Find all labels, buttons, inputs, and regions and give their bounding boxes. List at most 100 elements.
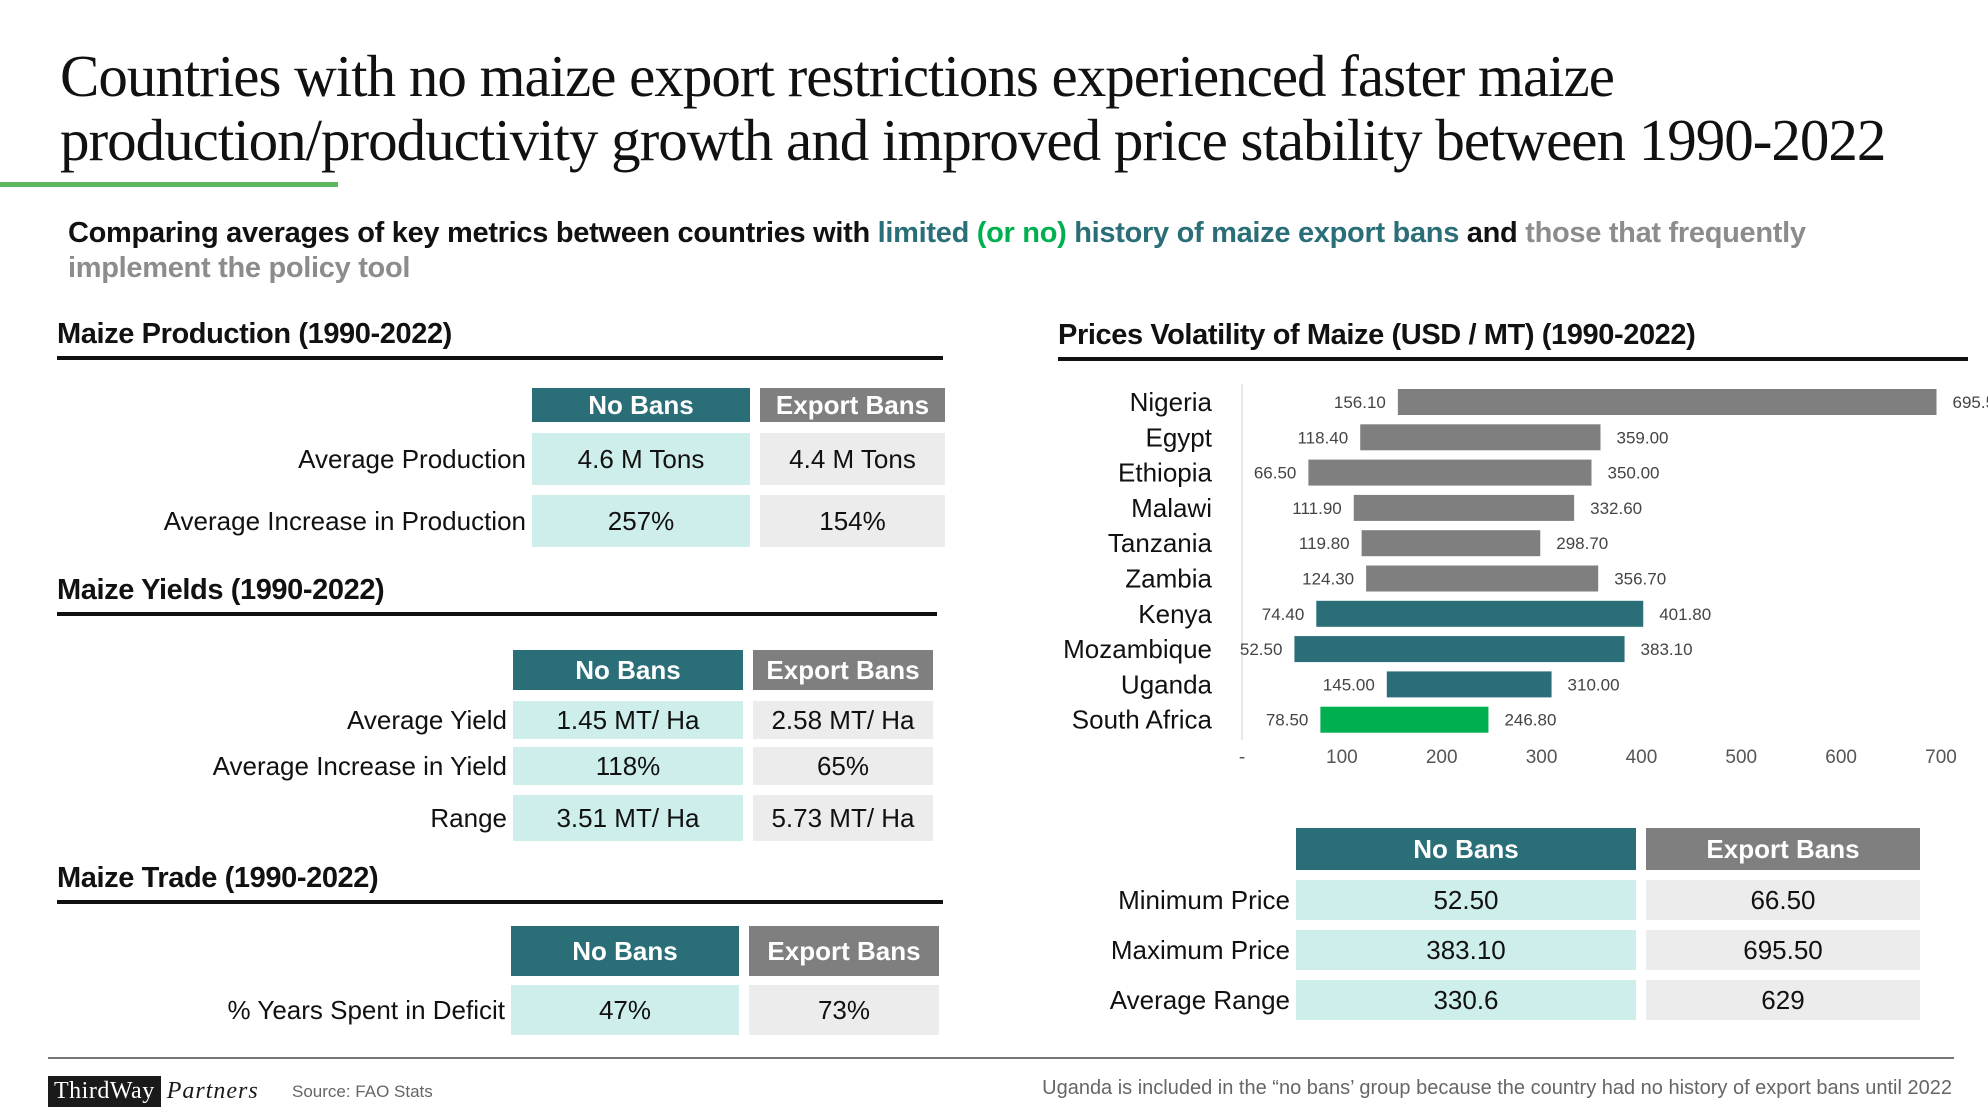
range-bar: [1320, 706, 1489, 733]
prices-col-export-bans: Export Bans: [1646, 828, 1920, 870]
logo-partners: Partners: [166, 1077, 259, 1104]
range-bar: [1397, 389, 1937, 415]
row-label: Average Yield: [347, 704, 507, 735]
cell-export-bans: 65%: [753, 747, 933, 785]
production-heading: Maize Production (1990-2022): [57, 316, 943, 360]
cell-no-bans: 1.45 MT/ Ha: [513, 701, 743, 739]
cell-export-bans: 5.73 MT/ Ha: [753, 795, 933, 841]
max-value-label: 401.80: [1659, 605, 1711, 624]
row-label: Average Increase in Production: [163, 505, 526, 536]
trade-col-export-bans: Export Bans: [749, 926, 939, 976]
cell-no-bans: 52.50: [1296, 880, 1636, 920]
range-bar: [1366, 565, 1599, 592]
row-label: % Years Spent in Deficit: [227, 994, 506, 1025]
cell-export-bans: 695.50: [1646, 930, 1920, 970]
subtitle: Comparing averages of key metrics betwee…: [68, 216, 1918, 286]
subtitle-part-4: history of maize export bans: [1066, 217, 1460, 249]
x-tick-label: -: [1239, 747, 1245, 768]
min-value-label: 145.00: [1323, 675, 1375, 694]
category-label: Zambia: [1125, 564, 1212, 594]
production-col-no-bans: No Bans: [532, 388, 750, 422]
cell-export-bans: 2.58 MT/ Ha: [753, 701, 933, 739]
x-tick-label: 500: [1725, 747, 1757, 768]
range-bar: [1308, 459, 1592, 486]
cell-no-bans: 4.6 M Tons: [532, 433, 750, 485]
trade-col-no-bans: No Bans: [511, 926, 739, 976]
subtitle-part-6: those that frequently implement the poli…: [68, 217, 1806, 284]
min-value-label: 118.40: [1297, 428, 1348, 447]
cell-no-bans: 330.6: [1296, 980, 1636, 1020]
x-tick-label: 600: [1825, 747, 1857, 768]
category-label: Kenya: [1138, 599, 1212, 629]
prices-col-no-bans: No Bans: [1296, 828, 1636, 870]
min-value-label: 74.40: [1262, 605, 1305, 624]
cell-no-bans: 47%: [511, 985, 739, 1035]
category-label: Tanzania: [1108, 528, 1213, 558]
range-bar: [1294, 636, 1625, 663]
subtitle-part-1: Comparing averages of key metrics betwee…: [68, 217, 878, 249]
page-title: Countries with no maize export restricti…: [60, 44, 1940, 172]
x-tick-label: 700: [1925, 747, 1957, 768]
yields-col-no-bans: No Bans: [513, 650, 743, 690]
thirdway-logo: ThirdWay Partners: [48, 1073, 259, 1109]
min-value-label: 124.30: [1302, 570, 1354, 589]
trade-heading: Maize Trade (1990-2022): [57, 860, 943, 904]
title-line-1: Countries with no maize export restricti…: [60, 43, 1615, 109]
yields-col-export-bans: Export Bans: [753, 650, 933, 690]
max-value-label: 310.00: [1568, 675, 1620, 694]
row-label: Minimum Price: [1118, 884, 1290, 915]
row-label: Maximum Price: [1110, 934, 1290, 965]
max-value-label: 383.10: [1641, 640, 1693, 659]
chart-title: Prices Volatility of Maize (USD / MT) (1…: [1058, 317, 1968, 361]
min-value-label: 52.50: [1240, 640, 1283, 659]
row-label: Average Production: [298, 443, 526, 474]
title-accent-line: [0, 182, 338, 187]
range-bar: [1386, 671, 1552, 698]
cell-export-bans: 66.50: [1646, 880, 1920, 920]
min-value-label: 78.50: [1266, 711, 1309, 730]
logo-wordmark: ThirdWay: [48, 1075, 161, 1107]
subtitle-part-5: and: [1459, 217, 1526, 249]
cell-no-bans: 383.10: [1296, 930, 1636, 970]
min-value-label: 111.90: [1292, 499, 1341, 518]
cell-export-bans: 629: [1646, 980, 1920, 1020]
category-label: Mozambique: [1063, 634, 1212, 664]
footer-divider: [48, 1057, 1954, 1059]
range-bar: [1361, 530, 1541, 557]
source-note: Source: FAO Stats: [292, 1082, 433, 1101]
range-bar: [1360, 424, 1601, 451]
category-label: Egypt: [1146, 422, 1213, 452]
max-value-label: 356.70: [1614, 570, 1666, 589]
max-value-label: 332.60: [1590, 499, 1642, 518]
max-value-label: 695.50: [1953, 393, 1988, 412]
yields-heading: Maize Yields (1990-2022): [57, 572, 937, 616]
cell-export-bans: 73%: [749, 985, 939, 1035]
category-label: Malawi: [1131, 493, 1212, 523]
category-label: Nigeria: [1130, 387, 1213, 417]
max-value-label: 359.00: [1616, 428, 1668, 447]
cell-no-bans: 257%: [532, 495, 750, 547]
cell-no-bans: 3.51 MT/ Ha: [513, 795, 743, 841]
x-tick-label: 300: [1526, 747, 1558, 768]
footnote: Uganda is included in the “no bans’ grou…: [1042, 1077, 1952, 1099]
range-bar: [1316, 600, 1644, 627]
category-label: South Africa: [1072, 705, 1213, 735]
row-label: Average Increase in Yield: [212, 750, 507, 781]
max-value-label: 298.70: [1556, 534, 1608, 553]
price-volatility-chart: Nigeria 156.10 695.50 Egypt 118.40 359.00 Ethi…: [1063, 384, 1988, 768]
min-value-label: 156.10: [1334, 393, 1386, 412]
subtitle-part-2: limited: [877, 217, 977, 249]
x-tick-label: 400: [1626, 747, 1658, 768]
range-bar: [1353, 494, 1575, 521]
subtitle-part-3: (or no): [976, 217, 1067, 249]
min-value-label: 119.80: [1299, 534, 1350, 553]
production-col-export-bans: Export Bans: [760, 388, 945, 422]
max-value-label: 350.00: [1608, 464, 1660, 483]
category-label: Uganda: [1121, 669, 1213, 699]
x-tick-label: 100: [1326, 747, 1358, 768]
category-label: Ethiopia: [1118, 458, 1212, 488]
max-value-label: 246.80: [1504, 711, 1556, 730]
x-tick-label: 200: [1426, 747, 1458, 768]
title-line-2: production/productivity growth and impro…: [60, 107, 1886, 173]
cell-no-bans: 118%: [513, 747, 743, 785]
